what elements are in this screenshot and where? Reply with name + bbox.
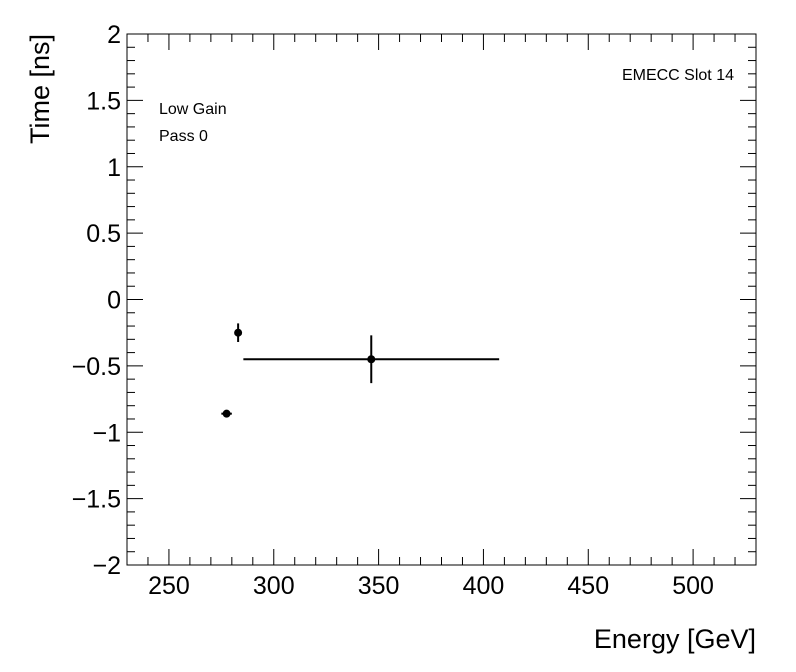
y-axis-title: Time [ns]: [25, 34, 55, 144]
y-tick-label: −0.5: [72, 353, 121, 381]
pass-label: Pass 0: [159, 128, 208, 145]
data-point: [221, 409, 232, 418]
point-marker: [367, 355, 376, 364]
slot-label: EMECC Slot 14: [622, 67, 734, 84]
y-tick-label: 0.5: [86, 220, 121, 248]
data-point: [234, 323, 243, 342]
gain-label: Low Gain: [159, 101, 227, 118]
y-tick-label: 1.5: [86, 87, 121, 115]
x-tick-label: 300: [253, 572, 295, 600]
point-marker: [234, 328, 243, 337]
x-axis-title: Energy [GeV]: [594, 624, 756, 654]
y-axis: −2 −1.5 −1 −0.5 0 0.5 1 1.5 2: [72, 21, 756, 580]
data-points: [221, 323, 500, 418]
point-marker: [222, 409, 231, 418]
y-tick-label: 1: [107, 154, 121, 182]
x-tick-label: 500: [672, 572, 714, 600]
y-tick-label: 0: [107, 287, 121, 315]
y-tick-label: −1.5: [72, 486, 121, 514]
x-tick-label: 400: [463, 572, 505, 600]
x-tick-label: 450: [567, 572, 609, 600]
x-tick-label: 350: [358, 572, 400, 600]
y-tick-label: 2: [107, 21, 121, 49]
x-tick-label: 250: [148, 572, 190, 600]
y-tick-label: −1: [92, 419, 121, 447]
x-axis: 250 300 350 400 450 500: [126, 34, 757, 600]
data-point: [243, 335, 500, 384]
y-tick-label: −2: [92, 552, 121, 580]
